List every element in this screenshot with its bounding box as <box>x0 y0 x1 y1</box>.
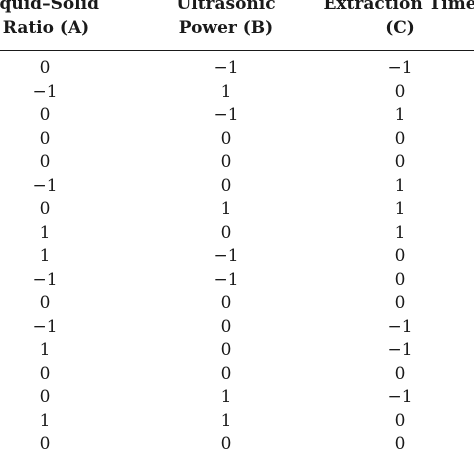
table-row: 1 1 0 <box>0 410 474 434</box>
header-line: Ratio (A) <box>2 18 90 38</box>
cell-ultrasonic-power: 0 <box>220 293 232 313</box>
cell-extraction-time: 0 <box>394 434 406 454</box>
cell-liquid-solid-ratio: −1 <box>32 175 58 196</box>
header-liquid-solid-ratio: iquid–Solid Ratio (A) <box>0 0 146 40</box>
cell-liquid-solid-ratio: 1 <box>39 340 51 360</box>
cell-liquid-solid-ratio: 0 <box>39 105 51 125</box>
cell-ultrasonic-power: −1 <box>213 58 239 78</box>
cell-liquid-solid-ratio: −1 <box>32 269 58 290</box>
table-row: 0 0 0 <box>0 363 474 387</box>
cell-ultrasonic-power: 1 <box>220 199 232 219</box>
table-row: 0 0 0 <box>0 151 474 175</box>
header-line: Ultrasonic <box>176 0 276 14</box>
header-line: iquid–Solid <box>0 0 99 14</box>
cell-extraction-time: 1 <box>394 105 406 125</box>
cell-liquid-solid-ratio: 1 <box>39 246 51 266</box>
cell-liquid-solid-ratio: 0 <box>39 293 51 313</box>
cell-extraction-time: 0 <box>394 293 406 313</box>
cell-ultrasonic-power: 0 <box>220 434 232 454</box>
cell-extraction-time: 1 <box>394 175 406 196</box>
cell-ultrasonic-power: 1 <box>220 387 232 407</box>
table-row: 1 0 −1 <box>0 339 474 363</box>
cell-extraction-time: 0 <box>394 81 406 102</box>
table-row: 0 1 −1 <box>0 386 474 410</box>
cell-extraction-time: 0 <box>394 363 406 384</box>
cell-liquid-solid-ratio: 0 <box>39 434 51 454</box>
cell-extraction-time: −1 <box>387 58 413 78</box>
header-line: (C) <box>385 18 415 38</box>
cell-liquid-solid-ratio: 0 <box>39 152 51 172</box>
table-row: 1 −1 0 <box>0 245 474 269</box>
cell-liquid-solid-ratio: 0 <box>39 199 51 219</box>
cell-ultrasonic-power: 0 <box>220 128 232 149</box>
cell-extraction-time: −1 <box>387 387 413 407</box>
cell-liquid-solid-ratio: −1 <box>32 81 58 102</box>
cell-liquid-solid-ratio: 0 <box>39 387 51 407</box>
cell-ultrasonic-power: 0 <box>220 175 232 196</box>
table-row: −1 0 −1 <box>0 316 474 340</box>
cell-extraction-time: 0 <box>394 246 406 266</box>
cell-extraction-time: 0 <box>394 128 406 149</box>
cell-ultrasonic-power: 1 <box>220 410 232 431</box>
table-row: 0 −1 −1 <box>0 57 474 81</box>
table-body: 0 −1 −1 −1 1 0 0 −1 1 0 0 0 0 0 0 −1 0 1 0 1 1 1 0 1 1 −1 0 −1 −1 0 0 0… <box>0 57 474 457</box>
header-line: Power (B) <box>178 18 274 38</box>
cell-ultrasonic-power: 0 <box>220 316 232 337</box>
cell-extraction-time: −1 <box>387 340 413 360</box>
header-line: Extraction Time <box>323 0 474 14</box>
cell-ultrasonic-power: −1 <box>213 269 239 290</box>
header-rule <box>0 50 474 51</box>
cell-liquid-solid-ratio: 1 <box>39 410 51 431</box>
header-extraction-time: Extraction Time (C) <box>300 0 474 40</box>
table-row: −1 1 0 <box>0 81 474 105</box>
cell-liquid-solid-ratio: 0 <box>39 58 51 78</box>
table-header: iquid–Solid Ratio (A) Ultrasonic Power (… <box>0 0 474 52</box>
table-row: 0 0 0 <box>0 128 474 152</box>
table-row: 1 0 1 <box>0 222 474 246</box>
cell-liquid-solid-ratio: 0 <box>39 363 51 384</box>
table-row: 0 1 1 <box>0 198 474 222</box>
table-row: 0 0 0 <box>0 433 474 457</box>
cell-ultrasonic-power: −1 <box>213 246 239 266</box>
table-row: 0 0 0 <box>0 292 474 316</box>
cell-ultrasonic-power: −1 <box>213 105 239 125</box>
header-ultrasonic-power: Ultrasonic Power (B) <box>126 0 326 40</box>
table-row: −1 0 1 <box>0 175 474 199</box>
cell-liquid-solid-ratio: 1 <box>39 222 51 243</box>
cell-ultrasonic-power: 0 <box>220 222 232 243</box>
table-row: 0 −1 1 <box>0 104 474 128</box>
cell-extraction-time: 0 <box>394 152 406 172</box>
cell-extraction-time: 0 <box>394 410 406 431</box>
cell-extraction-time: 1 <box>394 199 406 219</box>
cell-ultrasonic-power: 0 <box>220 340 232 360</box>
cell-ultrasonic-power: 1 <box>220 81 232 102</box>
table-row: −1 −1 0 <box>0 269 474 293</box>
cell-liquid-solid-ratio: 0 <box>39 128 51 149</box>
cell-ultrasonic-power: 0 <box>220 363 232 384</box>
cell-ultrasonic-power: 0 <box>220 152 232 172</box>
cell-extraction-time: −1 <box>387 316 413 337</box>
cell-extraction-time: 1 <box>394 222 406 243</box>
cell-liquid-solid-ratio: −1 <box>32 316 58 337</box>
cell-extraction-time: 0 <box>394 269 406 290</box>
